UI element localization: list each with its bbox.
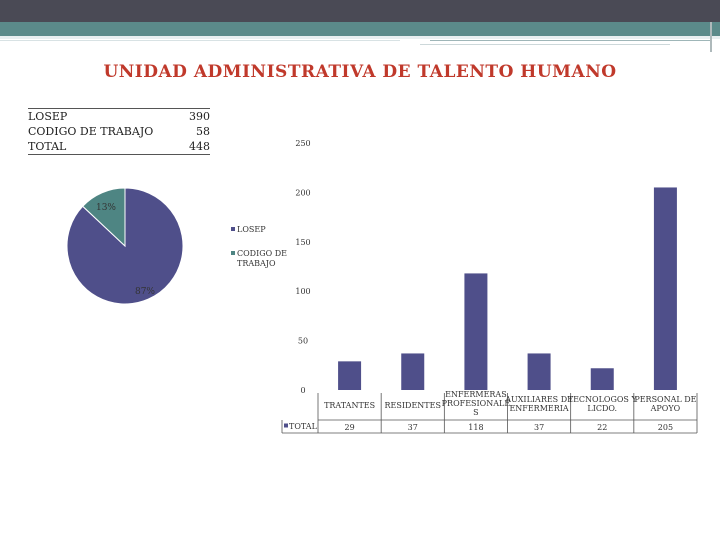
summary-label: TOTAL: [28, 140, 67, 153]
legend-swatch-losep: [231, 227, 235, 231]
pie-data-label: 87%: [135, 287, 155, 297]
top-accent-bar: [0, 22, 720, 36]
category-label: S: [473, 408, 478, 417]
table-cell-value: 37: [534, 423, 544, 432]
table-cell-value: 205: [658, 423, 673, 432]
y-tick-label: 0: [300, 386, 305, 395]
table-cell-value: 118: [468, 423, 483, 432]
summary-label: LOSEP: [28, 110, 68, 123]
page-title: UNIDAD ADMINISTRATIVA DE TALENTO HUMANO: [103, 62, 617, 82]
top-bar: [0, 0, 720, 22]
summary-value: 390: [189, 110, 210, 123]
summary-row: LOSEP 390: [28, 109, 210, 124]
bar: [527, 353, 551, 390]
y-tick-label: 250: [295, 139, 310, 148]
pie-chart: 87% 13%: [66, 187, 184, 305]
category-label: TECNOLOGOS Y: [568, 395, 638, 404]
category-label: LICDO.: [587, 404, 617, 413]
bar: [464, 273, 488, 390]
table-row-label: TOTAL: [289, 422, 318, 431]
category-label: AUXILIARES DE: [504, 395, 573, 404]
y-tick-label: 150: [295, 238, 310, 247]
decor-line: [420, 44, 670, 45]
category-label: RESIDENTES: [385, 401, 441, 410]
decor-line: [0, 40, 400, 41]
y-tick-label: 100: [295, 287, 310, 296]
category-label: ENFERMERIA: [509, 404, 568, 413]
legend-label-codigo: CODIGO DE: [237, 249, 287, 258]
top-highlight: [0, 36, 720, 39]
pie-slice-codigo: [82, 187, 126, 248]
bar: [590, 368, 614, 390]
category-label: ENFERMERAS: [445, 390, 507, 399]
legend-label-codigo: TRABAJO: [237, 259, 276, 268]
table-cell-value: 22: [597, 423, 607, 432]
table-cell-value: 29: [344, 423, 354, 432]
decor-line: [710, 22, 712, 52]
summary-value: 58: [196, 125, 210, 138]
legend-label-losep: LOSEP: [237, 225, 266, 234]
y-tick-label: 200: [295, 188, 310, 197]
category-label: TRATANTES: [324, 401, 375, 410]
pie-data-label: 13%: [96, 203, 116, 213]
decor-line: [430, 40, 710, 41]
category-label: PROFESIONALE: [442, 399, 511, 408]
summary-value: 448: [189, 140, 210, 153]
bar: [653, 187, 677, 390]
legend-swatch-codigo: [231, 251, 235, 255]
category-label: APOYO: [650, 404, 681, 413]
summary-row: CODIGO DE TRABAJO 58: [28, 124, 210, 139]
table-cell-value: 37: [408, 423, 418, 432]
summary-row: TOTAL 448: [28, 139, 210, 154]
category-label: PERSONAL DE: [634, 395, 696, 404]
legend-swatch-total: [284, 423, 288, 428]
bar: [401, 353, 425, 390]
summary-table: LOSEP 390 CODIGO DE TRABAJO 58 TOTAL 448: [28, 108, 210, 155]
bar: [338, 361, 362, 390]
bar-chart: 0 50 100 150 200 250 TRATANTES RESIDENTES ENFERM…: [281, 139, 698, 434]
summary-label: CODIGO DE TRABAJO: [28, 125, 154, 138]
y-tick-label: 50: [298, 337, 308, 346]
